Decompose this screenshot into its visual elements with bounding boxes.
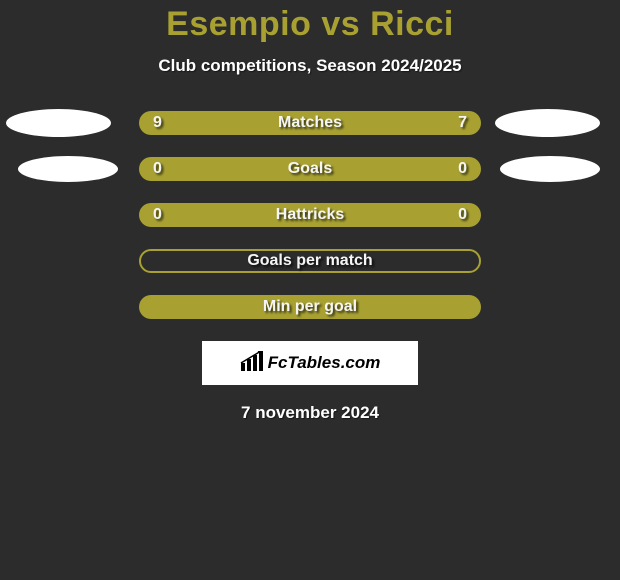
stat-row-hattricks: 0 Hattricks 0 — [0, 203, 620, 227]
stat-row-matches: 9 Matches 7 — [0, 111, 620, 135]
comparison-panel: Esempio vs Ricci Club competitions, Seas… — [0, 0, 620, 423]
stat-value-left: 9 — [153, 114, 162, 132]
stat-row-min-per-goal: Min per goal — [0, 295, 620, 319]
player-left-marker — [6, 109, 111, 137]
stat-label: Matches — [278, 114, 342, 132]
stat-value-right: 0 — [458, 206, 467, 224]
stat-label: Hattricks — [276, 206, 344, 224]
stat-bar: 0 Goals 0 — [139, 157, 481, 181]
stat-row-goals-per-match: Goals per match — [0, 249, 620, 273]
stat-value-left: 0 — [153, 160, 162, 178]
brand-logo-box: FcTables.com — [202, 341, 418, 385]
brand-name: FcTables.com — [268, 353, 381, 373]
stat-label: Min per goal — [263, 298, 357, 316]
player-left-marker — [18, 156, 118, 182]
stat-bar: 9 Matches 7 — [139, 111, 481, 135]
stat-value-left: 0 — [153, 206, 162, 224]
player-right-marker — [495, 109, 600, 137]
brand-logo: FcTables.com — [240, 351, 381, 376]
stat-label: Goals — [288, 160, 332, 178]
page-title: Esempio vs Ricci — [0, 5, 620, 44]
chart-bars-icon — [240, 351, 266, 376]
stat-bar: Min per goal — [139, 295, 481, 319]
date-text: 7 november 2024 — [0, 403, 620, 423]
stat-bar: 0 Hattricks 0 — [139, 203, 481, 227]
stat-row-goals: 0 Goals 0 — [0, 157, 620, 181]
stat-label: Goals per match — [247, 252, 372, 270]
page-subtitle: Club competitions, Season 2024/2025 — [0, 56, 620, 76]
stat-bar: Goals per match — [139, 249, 481, 273]
stat-value-right: 7 — [458, 114, 467, 132]
player-right-marker — [500, 156, 600, 182]
stat-value-right: 0 — [458, 160, 467, 178]
